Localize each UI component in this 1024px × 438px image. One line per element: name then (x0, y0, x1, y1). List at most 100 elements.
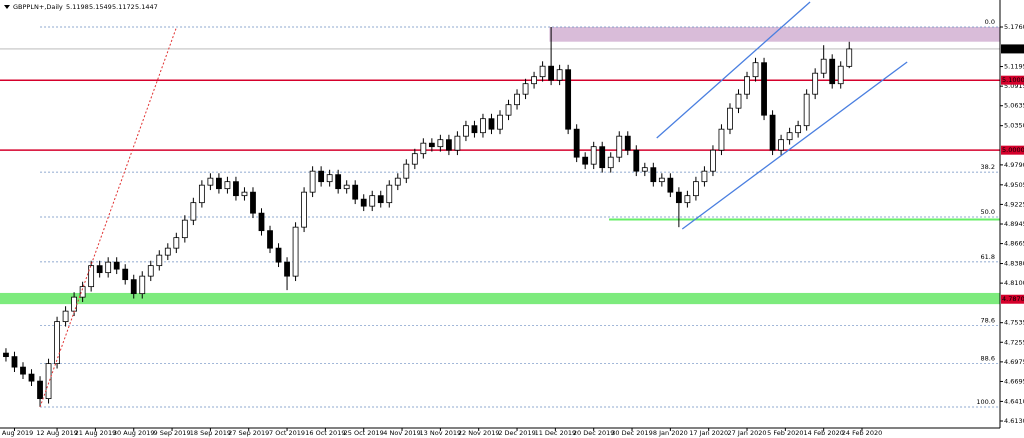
candle-body (693, 181, 699, 197)
ohlc-open: 5.1198 (66, 3, 89, 11)
candle-body (607, 156, 614, 169)
candle-body (829, 58, 836, 85)
candle-body (480, 118, 486, 134)
candle-body (394, 177, 401, 186)
x-tick-label: 27 Sep 2019 (228, 429, 269, 437)
candle-body (846, 48, 853, 67)
candle-body (590, 146, 597, 165)
candle-body (164, 247, 171, 256)
y-tick-label: 4.7255 (1004, 338, 1024, 346)
y-tick-label: 5.1760 (1004, 23, 1024, 31)
candle-body (335, 174, 342, 190)
candle-body (403, 163, 410, 179)
candle-body (352, 184, 359, 200)
y-tick-label: 4.6410 (1004, 397, 1024, 405)
candle-body (309, 170, 316, 193)
chart-title: GBPPLN+,Daily (13, 3, 63, 11)
candle-body (88, 265, 95, 288)
candle-body (37, 380, 43, 400)
candle-body (641, 167, 648, 172)
zone (0, 292, 1000, 305)
candle-body (684, 195, 691, 204)
candle-body (420, 142, 427, 155)
level-tag: 5.1000 (1002, 76, 1024, 84)
candle-body (173, 237, 180, 249)
x-tick-label: 8 Jan 2020 (653, 429, 688, 437)
candle-body (105, 261, 112, 274)
candle-body (727, 107, 733, 130)
level-tag-bg (1001, 75, 1024, 85)
x-tick-label: 11 Dec 2019 (535, 429, 577, 437)
candle-body (505, 104, 512, 116)
x-tick-label: 18 Sep 2019 (190, 429, 231, 437)
candle-body (96, 265, 103, 274)
y-tick-label: 4.6975 (1004, 358, 1024, 366)
candle-body (667, 177, 674, 193)
fib-label: 50.0 (981, 208, 995, 216)
candle-body (548, 65, 555, 81)
candle-body (744, 76, 750, 95)
candle-body (463, 125, 469, 137)
candle-body (181, 219, 188, 239)
candle-body (3, 352, 9, 358)
candle-body (820, 58, 827, 74)
fib-label: 88.6 (981, 355, 995, 363)
candle-body (778, 139, 784, 151)
candle-body (28, 373, 35, 382)
y-tick-label: 4.6130 (1004, 417, 1024, 425)
candle-body (139, 275, 146, 295)
candle-body (752, 62, 759, 78)
x-tick-label: 22 Nov 2019 (458, 429, 500, 437)
candle-body (701, 170, 708, 183)
level-tag-bg (1001, 145, 1024, 155)
candle-body (624, 135, 631, 151)
x-tick-label: 2 Dec 2019 (498, 429, 535, 437)
y-tick-label: 4.8380 (1004, 260, 1024, 268)
candle-body (122, 268, 129, 281)
candle-body (539, 65, 546, 78)
x-tick-label: 20 Dec 2019 (573, 429, 615, 437)
candle-body (258, 212, 265, 232)
ohlc-close: 5.1447 (135, 3, 158, 11)
collapse-icon (4, 5, 10, 9)
candle-body (250, 191, 256, 214)
candle-body (735, 93, 742, 109)
candle-body (531, 76, 537, 85)
candle-body (11, 356, 18, 368)
y-tick-label: 5.0350 (1004, 122, 1024, 130)
x-tick-label: 7 Oct 2019 (269, 429, 305, 437)
candle-body (190, 202, 197, 221)
candle-body (156, 254, 163, 267)
x-tick-label: 27 Jan 2020 (728, 429, 767, 437)
candle-body (224, 181, 231, 190)
candle-body (45, 363, 52, 400)
candle-body (471, 125, 478, 134)
candle-body (326, 174, 333, 183)
x-tick-label: 17 Jan 2020 (689, 429, 728, 437)
candle-body (301, 191, 307, 228)
candle-body (207, 177, 214, 186)
candle-body (241, 191, 248, 197)
candle-body (650, 167, 657, 183)
candle-body (565, 69, 572, 130)
candle-body (437, 139, 444, 148)
fib-label: 38.2 (981, 163, 995, 171)
y-tick-label: 4.8945 (1004, 220, 1024, 228)
y-tick-label: 4.8665 (1004, 240, 1024, 248)
price-tag-bg (1001, 44, 1024, 54)
candle-body (837, 65, 844, 85)
candle-body (522, 83, 529, 95)
candle-body (514, 93, 520, 106)
zone-tag: 4.7870 (1002, 295, 1024, 303)
plot-area: 0.0 38.2 50.0 61.8 78.6 88.6 100.0 (0, 1, 1000, 408)
x-tick-label: 21 Aug 2019 (75, 429, 117, 437)
level-tag: 5.0000 (1002, 146, 1024, 154)
x-tick-label: 4 Nov 2019 (383, 429, 421, 437)
candle-body (360, 198, 367, 207)
candle-body (454, 135, 461, 151)
x-tick-label: 12 Aug 2019 (36, 429, 78, 437)
price-tag: 5.1447 (1002, 45, 1024, 53)
y-tick-label: 4.9505 (1004, 181, 1024, 189)
